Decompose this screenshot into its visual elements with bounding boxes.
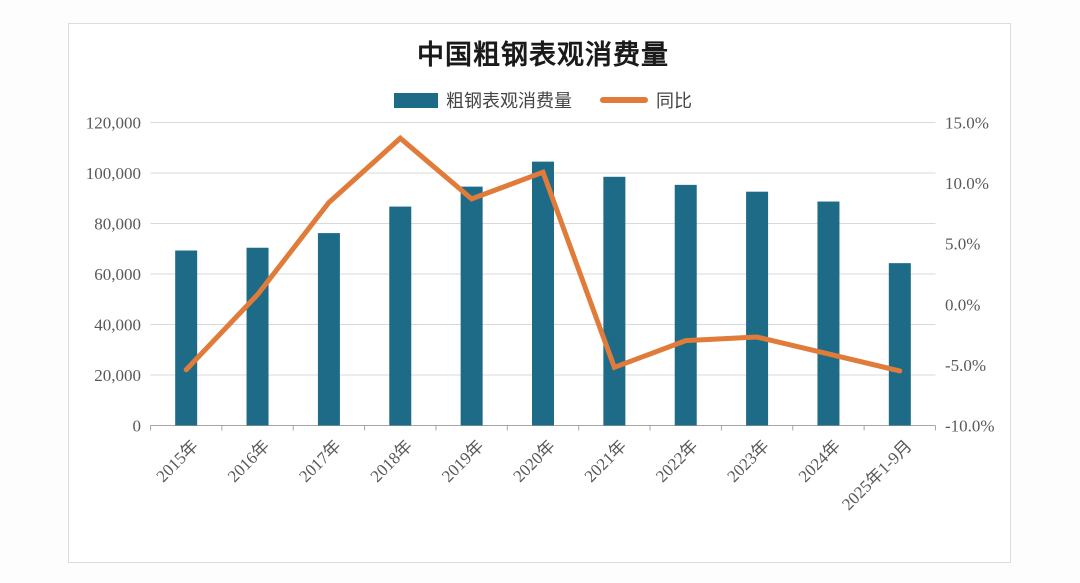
chart-legend: 粗钢表观消费量 同比 bbox=[150, 88, 936, 112]
yoy-line bbox=[183, 134, 903, 374]
x-axis-label-2023年: 2023年 bbox=[723, 436, 772, 485]
bar-2018年 bbox=[389, 206, 412, 426]
bar-series-swatch-icon bbox=[394, 92, 438, 108]
x-axis-label-2016年: 2016年 bbox=[224, 436, 273, 485]
bar-2016年 bbox=[246, 247, 269, 426]
left-axis-tick-label: 40,000 bbox=[94, 316, 141, 335]
right-axis-tick-label: 10.0% bbox=[945, 174, 989, 193]
left-axis-tick-label: 120,000 bbox=[86, 114, 141, 133]
x-axis-label-2022年: 2022年 bbox=[652, 436, 701, 485]
left-axis-tick-label: 20,000 bbox=[94, 366, 141, 385]
left-axis-tick-label: 0 bbox=[133, 417, 142, 436]
right-axis-tick-label: -10.0% bbox=[945, 417, 995, 436]
right-axis-tick-label: 15.0% bbox=[945, 114, 989, 133]
legend-item-line-series: 同比 bbox=[600, 87, 692, 113]
left-axis-tick-label: 60,000 bbox=[94, 265, 141, 284]
bar-2023年 bbox=[746, 191, 769, 426]
x-axis-label-2021年: 2021年 bbox=[581, 436, 630, 485]
bar-2017年 bbox=[317, 233, 340, 426]
legend-label-bar-series: 粗钢表观消费量 bbox=[446, 91, 572, 111]
x-axis-label-2020年: 2020年 bbox=[509, 436, 558, 485]
right-axis-tick-label: 0.0% bbox=[945, 295, 980, 314]
chart-title: 中国粗钢表观消费量 bbox=[417, 40, 669, 70]
x-axis-label-2015年: 2015年 bbox=[153, 436, 202, 485]
legend-item-bar-series: 粗钢表观消费量 bbox=[394, 87, 572, 113]
bar-2020年 bbox=[532, 161, 554, 426]
bar-2021年 bbox=[603, 176, 626, 426]
x-axis-label-2019年: 2019年 bbox=[438, 436, 487, 485]
x-axis-label-2024年: 2024年 bbox=[795, 436, 844, 485]
bar-2015年 bbox=[175, 250, 198, 426]
bar-2024年 bbox=[817, 201, 840, 426]
right-axis-tick-label: -5.0% bbox=[945, 356, 986, 375]
bar-2022年 bbox=[674, 184, 697, 426]
bar-2019年 bbox=[460, 186, 483, 426]
x-axis-label-2018年: 2018年 bbox=[367, 436, 416, 485]
left-axis-tick-label: 100,000 bbox=[86, 164, 141, 183]
x-axis-label-2025年1-9月: 2025年1-9月 bbox=[838, 436, 916, 514]
right-axis-tick-label: 5.0% bbox=[945, 235, 980, 254]
legend-label-line-series: 同比 bbox=[656, 91, 692, 111]
line-series-swatch-icon bbox=[600, 97, 648, 103]
left-axis-tick-label: 80,000 bbox=[94, 215, 141, 234]
x-axis-label-2017年: 2017年 bbox=[295, 436, 344, 485]
bar-2025年1-9月 bbox=[888, 263, 911, 426]
